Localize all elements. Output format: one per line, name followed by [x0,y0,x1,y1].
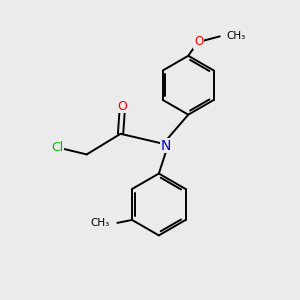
Text: Cl: Cl [51,141,64,154]
Text: CH₃: CH₃ [226,31,245,41]
Text: CH₃: CH₃ [90,218,110,228]
Text: O: O [194,35,203,48]
Text: N: N [161,139,171,153]
Text: O: O [117,100,127,112]
